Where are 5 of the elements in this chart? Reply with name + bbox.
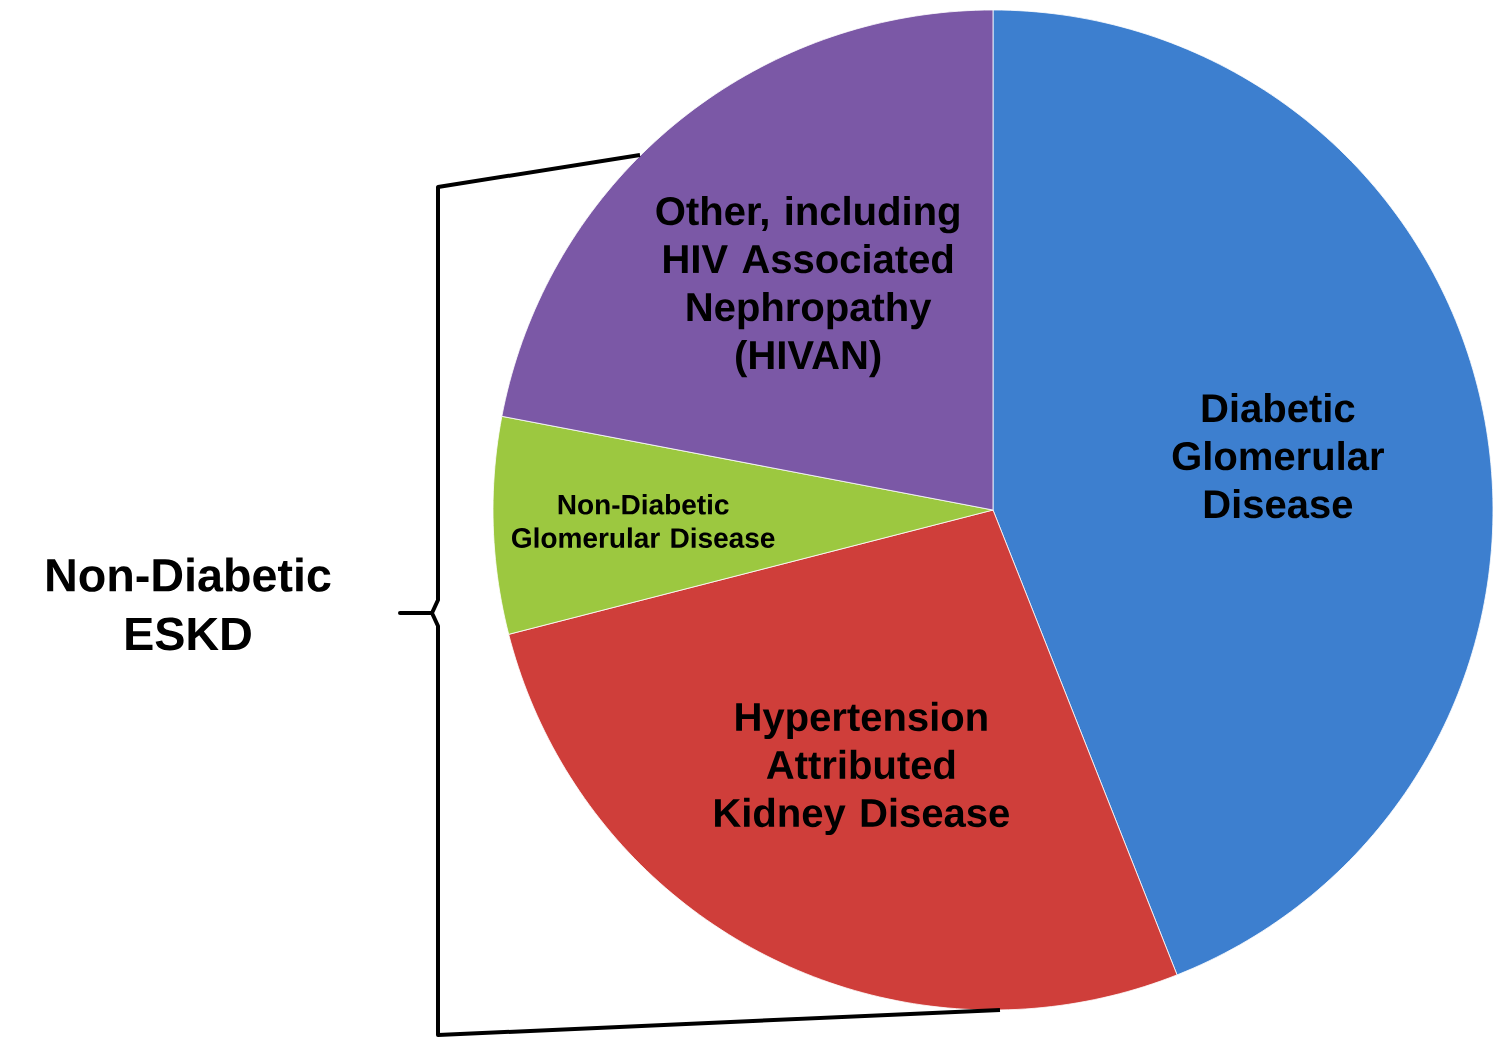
slice-label: Other, including HIV Associated Nephropathy (HIVAN) (656, 195, 959, 378)
text: Non-Diabetic ESKD (47, 557, 331, 651)
slice-label: Non-Diabetic Glomerular Disease (512, 494, 775, 548)
slice-label: Hypertension Attributed Kidney Disease (715, 701, 1009, 836)
slice-label: Diabetic Glomerular Disease (1172, 392, 1384, 519)
